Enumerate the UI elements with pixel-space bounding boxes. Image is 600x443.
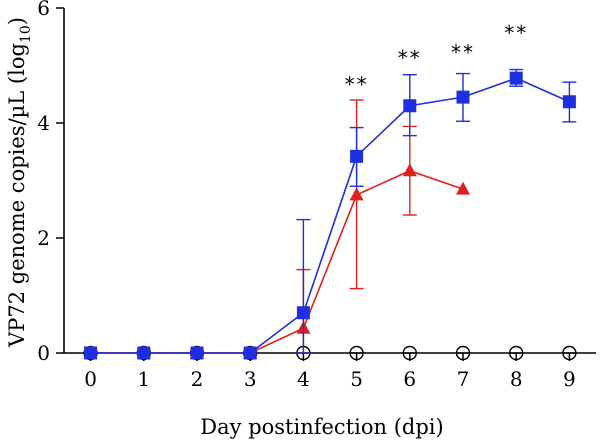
significance-label: ** <box>451 40 475 64</box>
series-line-square <box>90 77 570 354</box>
x-tick-label: 7 <box>457 367 470 391</box>
x-tick-label: 2 <box>191 367 204 391</box>
y-axis-label-subscript: 10 <box>18 25 34 43</box>
significance-label: ** <box>345 73 369 97</box>
data-point-square <box>562 95 576 109</box>
x-tick-label: 0 <box>84 367 97 391</box>
x-tick-label: 1 <box>137 367 150 391</box>
series-triangle <box>83 99 470 359</box>
y-tick-label: 6 <box>37 0 50 20</box>
series-square <box>84 68 577 360</box>
data-point-triangle <box>456 181 470 195</box>
y-tick-label: 0 <box>37 341 50 365</box>
x-tick-label: 8 <box>510 367 523 391</box>
data-point-square <box>456 90 470 104</box>
significance-label: ** <box>398 46 422 70</box>
ticks: 0 2 4 6 0 1 2 3 4 5 6 7 8 9 <box>37 0 576 391</box>
data-point-triangle <box>402 163 417 177</box>
annotations: ** ** ** ** <box>345 21 528 97</box>
data-point-square <box>350 149 364 163</box>
y-tick-label: 4 <box>37 111 50 135</box>
data-point-square <box>403 99 417 113</box>
data-point-square <box>296 306 310 320</box>
series <box>83 68 577 361</box>
data-point-square <box>509 71 523 85</box>
x-tick-label: 9 <box>563 367 576 391</box>
data-point-triangle <box>349 187 364 201</box>
data-point-square <box>190 346 204 360</box>
x-tick-label: 5 <box>350 367 363 391</box>
data-point-square <box>137 346 151 360</box>
axes <box>63 8 596 354</box>
significance-label: ** <box>504 21 528 45</box>
y-tick-label: 2 <box>37 226 50 250</box>
series-line-triangle <box>90 169 464 354</box>
data-point-square <box>243 346 257 360</box>
x-axis-label: Day postinfection (dpi) <box>200 415 443 439</box>
x-tick-label: 3 <box>244 367 257 391</box>
x-tick-label: 4 <box>297 367 310 391</box>
y-axis-label: VP72 genome copies/µL (log10) <box>5 17 34 348</box>
data-point-square <box>84 346 98 360</box>
x-tick-label: 6 <box>403 367 416 391</box>
y-axis-label-close: ) <box>5 17 29 25</box>
y-axis-label-main: VP72 genome copies/µL (log <box>5 43 29 348</box>
